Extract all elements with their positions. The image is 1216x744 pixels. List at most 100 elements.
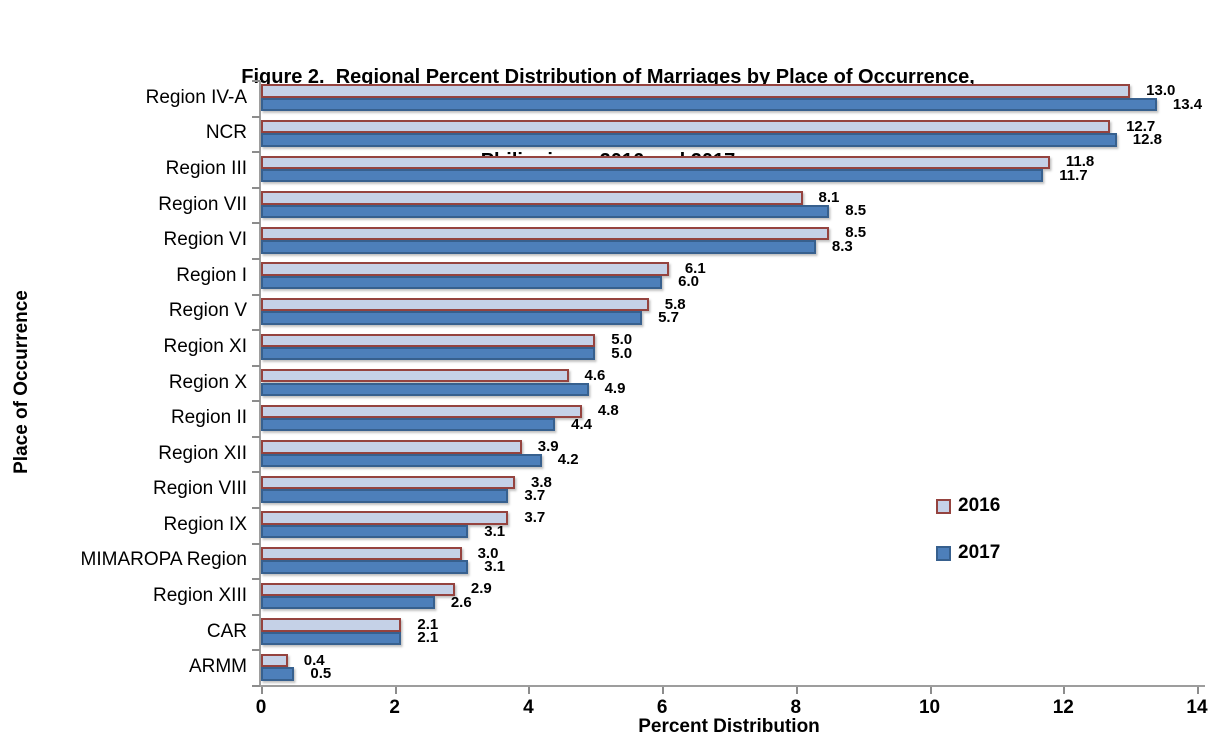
bar-2017 [261, 596, 435, 610]
bar-2016 [261, 262, 669, 276]
value-label-2016: 5.8 [664, 295, 686, 313]
y-axis-tick [252, 435, 260, 438]
bar-2016 [261, 440, 522, 454]
value-label-2017: 12.8 [1132, 131, 1162, 149]
x-tick-label: 12 [1052, 697, 1074, 718]
legend-item-2017: 2017 [936, 543, 1000, 563]
bar-2016 [261, 653, 288, 668]
y-axis-tick [252, 222, 260, 225]
bar-2017 [261, 168, 1044, 183]
legend-label-2016: 2016 [958, 495, 1001, 516]
category-label: Region XIII [153, 585, 247, 607]
value-label-2017: 3.1 [484, 558, 506, 576]
bar-2017 [261, 667, 295, 681]
value-label-2016: 2.9 [470, 580, 492, 598]
x-axis-tick [528, 687, 531, 694]
x-axis-tick [261, 687, 263, 694]
x-axis-line [253, 685, 1205, 687]
value-label-2017: 2.6 [450, 593, 472, 611]
y-axis-tick [252, 364, 260, 367]
value-label-2016: 3.0 [477, 544, 499, 562]
x-tick-label: 0 [255, 697, 267, 718]
category-label: Region III [165, 157, 247, 179]
bar-2017 [261, 240, 816, 254]
bar-2016 [261, 475, 516, 490]
category-label: Region V [168, 300, 247, 322]
bar-2017 [261, 311, 643, 325]
y-axis-tick [252, 186, 260, 189]
category-label: Region XII [158, 442, 247, 464]
bar-2017 [261, 560, 469, 574]
value-label-2016: 13.0 [1146, 82, 1176, 100]
bar-2016 [261, 191, 803, 205]
category-label: NCR [205, 122, 247, 144]
x-axis-tick [662, 687, 665, 694]
category-label: Region II [170, 407, 247, 429]
value-label-2016: 4.8 [597, 402, 619, 420]
value-label-2017: 3.1 [484, 522, 506, 540]
bar-2017 [261, 489, 509, 503]
category-label: Region VIII [153, 478, 247, 500]
x-tick-label: 6 [656, 697, 668, 718]
value-label-2017: 11.7 [1059, 166, 1088, 184]
bar-2017 [261, 346, 596, 361]
bar-2016 [261, 119, 1111, 134]
bar-2016 [261, 511, 509, 525]
x-axis-title: Percent Distribution [638, 716, 820, 737]
value-label-2017: 6.0 [678, 273, 699, 291]
x-tick-label: 4 [523, 697, 534, 718]
value-label-2017: 4.4 [571, 415, 593, 433]
category-label: Region VII [158, 193, 247, 215]
legend-item-2016: 2016 [936, 496, 1000, 516]
x-axis-tick [929, 687, 932, 694]
bar-2016 [261, 84, 1131, 98]
y-axis-tick [252, 293, 260, 296]
bar-2016 [261, 155, 1050, 169]
chart-title-line1: Figure 2. Regional Percent Distribution … [241, 66, 975, 88]
x-tick-label: 2 [389, 697, 400, 718]
bar-2016 [261, 333, 596, 347]
bar-2016 [261, 404, 582, 419]
value-label-2016: 6.1 [684, 260, 706, 278]
value-label-2017: 8.3 [831, 237, 853, 255]
bar-2017 [261, 133, 1117, 147]
y-axis-tick [252, 115, 260, 118]
x-axis-tick [1197, 687, 1199, 694]
y-axis-tick [252, 613, 260, 616]
x-axis-tick [394, 687, 397, 694]
bar-2017 [261, 524, 469, 539]
bar-2016 [261, 582, 455, 597]
value-label-2017: 4.9 [604, 380, 626, 398]
y-axis-tick [252, 80, 260, 82]
category-label: ARMM [188, 656, 247, 678]
y-axis-tick [252, 507, 260, 510]
category-label: Region VI [163, 229, 247, 251]
value-label-2016: 5.0 [611, 331, 633, 349]
value-label-2016: 4.6 [584, 366, 606, 384]
bar-2017 [261, 275, 663, 290]
bar-2017 [261, 631, 402, 645]
y-axis-tick [252, 542, 260, 545]
y-axis-line [259, 80, 261, 687]
value-label-2016: 2.1 [417, 615, 439, 633]
y-axis-tick [252, 151, 260, 154]
bar-2017 [261, 204, 830, 218]
bar-2017 [261, 418, 556, 432]
bar-2016 [261, 618, 402, 632]
value-label-2017: 3.7 [524, 486, 546, 504]
y-axis-tick [252, 649, 260, 652]
category-label: CAR [206, 620, 247, 642]
value-label-2016: 0.4 [303, 651, 325, 669]
value-label-2016: 8.5 [845, 224, 867, 242]
bar-2016 [261, 547, 462, 561]
bar-2016 [261, 369, 569, 383]
legend-swatch-2016 [936, 498, 951, 514]
legend-swatch-2017 [936, 545, 951, 561]
value-label-2016: 3.8 [531, 473, 552, 491]
value-label-2016: 3.7 [524, 509, 546, 527]
category-label: Region IX [163, 513, 247, 535]
y-axis-tick [252, 400, 260, 403]
y-axis-tick [252, 578, 260, 581]
value-label-2016: 3.9 [537, 437, 559, 455]
